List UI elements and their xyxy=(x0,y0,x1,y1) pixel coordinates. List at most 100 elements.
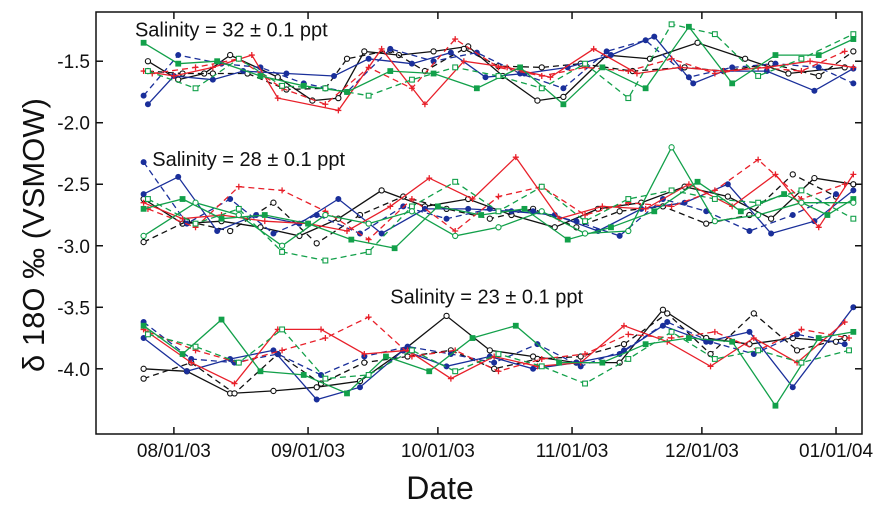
data-point xyxy=(452,178,459,185)
data-point xyxy=(841,319,848,326)
data-point xyxy=(798,359,805,366)
data-point xyxy=(421,101,428,108)
series-32-ppt-green-dashed xyxy=(144,21,857,102)
data-point xyxy=(279,326,286,333)
data-point xyxy=(685,23,692,30)
data-point xyxy=(175,52,182,59)
salinity-annotation: Salinity = 23 ± 0.1 ppt xyxy=(390,287,583,309)
data-point xyxy=(538,208,545,215)
data-point xyxy=(737,208,744,215)
data-point xyxy=(248,52,255,59)
data-point xyxy=(383,353,389,360)
data-point xyxy=(192,85,199,92)
data-point xyxy=(625,356,632,362)
series-23-ppt-green-solid xyxy=(140,316,857,409)
data-point xyxy=(465,205,472,212)
data-point xyxy=(711,356,718,362)
data-point xyxy=(694,39,701,46)
data-point xyxy=(841,341,848,348)
data-point xyxy=(235,205,242,212)
series-line xyxy=(143,47,854,112)
data-point xyxy=(664,310,671,317)
data-point xyxy=(664,319,671,326)
data-point xyxy=(175,173,182,180)
data-point xyxy=(633,70,640,77)
data-point xyxy=(140,92,147,99)
data-point xyxy=(482,74,489,81)
data-point xyxy=(344,390,350,397)
data-point xyxy=(235,183,242,190)
data-point xyxy=(495,224,502,231)
data-point xyxy=(590,45,597,52)
y-axis-title: δ 18O ‰ (VSMOW) xyxy=(16,98,51,372)
series-32-ppt-blue-solid xyxy=(144,33,857,108)
data-point xyxy=(582,212,589,219)
data-point xyxy=(231,390,238,397)
data-point xyxy=(850,80,857,87)
data-point xyxy=(192,343,199,350)
data-point xyxy=(772,402,779,409)
data-point xyxy=(750,310,757,317)
data-point xyxy=(841,48,848,55)
data-point xyxy=(460,45,468,53)
data-point xyxy=(846,335,853,342)
data-point xyxy=(772,52,779,58)
data-point xyxy=(850,215,857,222)
data-point xyxy=(486,347,493,354)
data-point xyxy=(694,178,701,185)
data-point xyxy=(746,328,753,335)
data-point xyxy=(170,72,177,79)
data-point xyxy=(140,322,147,329)
data-point xyxy=(711,31,718,38)
data-point xyxy=(711,328,718,335)
data-point xyxy=(642,37,649,44)
series-line xyxy=(143,39,854,97)
data-point xyxy=(798,199,805,206)
data-point xyxy=(625,95,632,102)
data-point xyxy=(608,224,614,231)
series-line xyxy=(143,181,854,249)
data-point xyxy=(408,76,415,83)
data-point xyxy=(850,48,857,55)
data-point xyxy=(192,64,199,71)
data-point xyxy=(387,45,394,52)
data-point xyxy=(668,187,675,194)
x-tick-label: 10/01/03 xyxy=(401,441,475,462)
y-tick-label: -1.5 xyxy=(57,52,90,73)
data-point xyxy=(538,64,545,71)
data-point xyxy=(793,347,801,354)
data-point xyxy=(460,58,467,65)
data-point xyxy=(452,36,459,43)
data-point xyxy=(850,328,857,335)
series-line xyxy=(147,181,854,262)
data-point xyxy=(582,60,588,67)
data-point xyxy=(218,316,225,323)
data-point xyxy=(504,64,511,71)
data-point xyxy=(318,326,325,333)
data-point xyxy=(690,80,697,87)
data-point xyxy=(724,193,731,200)
data-point xyxy=(560,85,567,92)
data-point xyxy=(815,335,822,341)
data-point xyxy=(841,181,848,188)
data-point xyxy=(755,73,762,79)
series-23-ppt-green-dashed xyxy=(144,326,852,387)
data-point xyxy=(452,368,459,375)
data-point xyxy=(811,87,818,94)
data-point xyxy=(491,359,498,366)
data-point xyxy=(607,52,614,59)
data-point xyxy=(538,72,545,79)
data-point xyxy=(231,380,238,387)
data-point xyxy=(140,205,147,212)
data-point xyxy=(209,64,216,71)
data-point xyxy=(512,322,519,329)
data-point xyxy=(495,208,502,215)
data-point xyxy=(707,363,714,370)
data-point xyxy=(408,196,415,203)
data-point xyxy=(724,181,731,188)
data-point xyxy=(313,240,320,247)
data-point xyxy=(469,196,476,203)
data-point xyxy=(625,196,632,202)
data-point xyxy=(279,248,286,255)
data-point xyxy=(755,199,762,206)
